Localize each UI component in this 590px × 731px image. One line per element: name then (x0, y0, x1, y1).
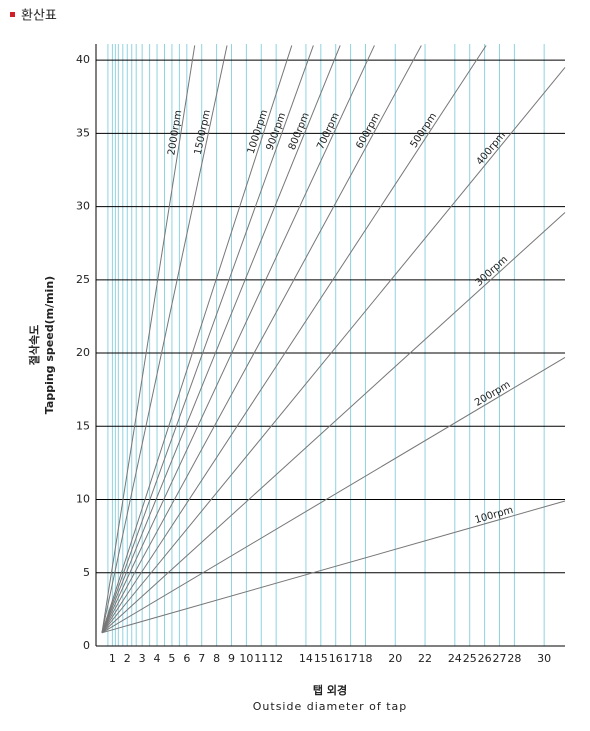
x-tick-label: 7 (198, 652, 205, 665)
x-tick-label: 5 (168, 652, 175, 665)
x-tick-label: 6 (183, 652, 190, 665)
line-label: 200rpm (473, 379, 512, 409)
line-label: 400rpm (475, 130, 508, 167)
rpm-line (101, 45, 487, 634)
x-tick-label: 8 (213, 652, 220, 665)
y-tick-label: 15 (76, 419, 90, 432)
x-tick-label: 11 (254, 652, 268, 665)
y-axis-label: Tapping speed(m/min) (43, 276, 56, 414)
x-tick-label: 12 (269, 652, 283, 665)
x-tick-label: 27 (492, 652, 506, 665)
rpm-line (101, 45, 375, 634)
y-tick-label: 20 (76, 346, 90, 359)
x-tick-label: 20 (388, 652, 402, 665)
rpm-line (101, 357, 566, 634)
x-tick-label: 4 (154, 652, 161, 665)
rpm-line (101, 45, 341, 634)
y-tick-label: 30 (76, 200, 90, 213)
x-tick-label: 10 (239, 652, 253, 665)
line-label: 500rpm (409, 111, 440, 150)
y-tick-label: 25 (76, 273, 90, 286)
rpm-line (101, 45, 314, 633)
y-tick-label: 40 (76, 53, 90, 66)
x-tick-label: 28 (507, 652, 521, 665)
y-tick-label: 10 (76, 493, 90, 506)
x-axis-label-ko: 탭 외경 (313, 683, 347, 697)
x-tick-label: 25 (463, 652, 477, 665)
page-title: 환산표 (21, 9, 57, 24)
x-tick-label: 26 (478, 652, 492, 665)
rpm-line (101, 212, 566, 634)
y-tick-label: 35 (76, 126, 90, 139)
rpm-line (101, 45, 196, 633)
rpm-line (101, 45, 228, 633)
rpm-line (101, 45, 422, 634)
x-tick-label: 30 (537, 652, 551, 665)
line-label: 800rpm (287, 111, 312, 152)
y-tick-label: 0 (83, 639, 90, 652)
x-tick-label: 22 (418, 652, 432, 665)
line-label: 100rpm (474, 505, 515, 526)
x-tick-label: 3 (139, 652, 146, 665)
x-tick-label: 14 (299, 652, 313, 665)
x-tick-label: 17 (344, 652, 358, 665)
x-tick-label: 24 (448, 652, 462, 665)
y-axis-label-ko: 절삭속도 (27, 325, 41, 365)
x-tick-label: 1 (109, 652, 116, 665)
y-tick-label: 5 (83, 566, 90, 579)
line-label: 2000rpm (166, 109, 184, 156)
x-axis-label: Outside diameter of tap (253, 700, 407, 713)
x-tick-label: 9 (228, 652, 235, 665)
rpm-line (101, 67, 566, 634)
x-tick-label: 2 (124, 652, 131, 665)
rpm-line (101, 45, 293, 633)
line-label: 1500rpm (193, 109, 213, 156)
x-tick-label: 15 (314, 652, 328, 665)
rpm-line (101, 500, 566, 634)
line-label: 300rpm (474, 254, 510, 289)
x-tick-label: 16 (329, 652, 343, 665)
line-label: 600rpm (354, 111, 382, 151)
x-tick-label: 18 (358, 652, 372, 665)
bullet (10, 12, 15, 17)
